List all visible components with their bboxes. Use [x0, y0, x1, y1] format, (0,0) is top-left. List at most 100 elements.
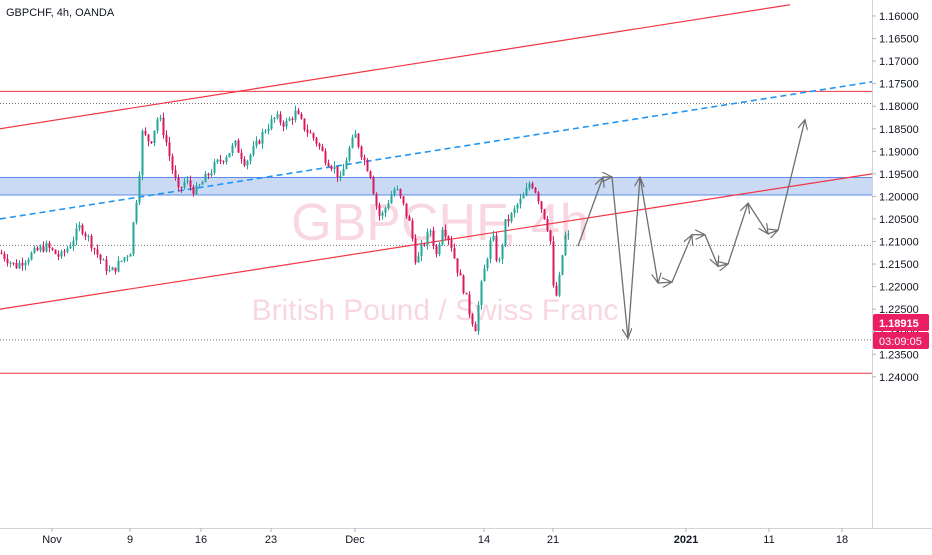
last-price-text: 1.18915: [879, 318, 919, 330]
candle-body: [177, 177, 180, 188]
candle-body: [294, 110, 297, 120]
candle-body: [219, 159, 222, 162]
trend-lower-channel: [0, 173, 873, 310]
time-tick-label: 23: [265, 534, 277, 546]
candle-body: [9, 262, 12, 264]
candle-body: [342, 168, 345, 176]
candle-body: [255, 140, 258, 147]
candle-body: [438, 244, 441, 255]
time-scale[interactable]: Nov 9 16 23 Dec 14 21 2021 11 18: [42, 528, 848, 546]
candle-body: [504, 218, 507, 246]
price-tick-label: 1.19500: [879, 169, 919, 181]
candle-body: [231, 145, 234, 153]
candle-body: [210, 172, 213, 176]
watermark: GBPCHF, 4h British Pound / Swiss Franc: [252, 194, 619, 327]
price-tick-label: 1.20500: [879, 214, 919, 226]
candle-body: [375, 193, 378, 206]
candle-body: [315, 138, 318, 144]
projection-arrow: [727, 203, 748, 265]
candle-body: [108, 270, 111, 272]
price-tick-label: 1.17500: [879, 79, 919, 91]
candle-body: [378, 205, 381, 216]
candle-body: [15, 262, 18, 269]
candles-layer: [0, 105, 570, 335]
candle-body: [396, 189, 399, 191]
candle-body: [126, 256, 129, 258]
candle-body: [456, 258, 459, 273]
candle-body: [129, 254, 132, 257]
candle-body: [42, 246, 45, 252]
candle-body: [63, 251, 66, 253]
time-tick-label: 16: [195, 534, 207, 546]
projection-layer: [577, 120, 805, 339]
candle-body: [303, 118, 306, 130]
last-price-label: 1.18915 03:09:05: [873, 314, 929, 349]
candle-body: [21, 262, 24, 266]
watermark-description: British Pound / Swiss Franc: [252, 294, 619, 327]
candle-body: [417, 256, 420, 263]
candle-body: [492, 235, 495, 241]
candle-body: [357, 133, 360, 147]
countdown-box: [873, 332, 929, 349]
candle-body: [273, 117, 276, 120]
candle-body: [528, 183, 531, 189]
time-tick-label: 14: [478, 534, 490, 546]
candle-body: [393, 189, 396, 196]
candle-body: [510, 213, 513, 222]
candle-body: [150, 141, 153, 144]
price-tick-label: 1.16500: [879, 34, 919, 46]
zones-layer: [0, 176, 872, 196]
candle-body: [405, 203, 408, 217]
candle-body: [483, 268, 486, 282]
candle-body: [498, 259, 501, 261]
candle-body: [39, 246, 42, 251]
candle-body: [444, 229, 447, 237]
candle-body: [252, 146, 255, 155]
candle-body: [306, 129, 309, 133]
candle-body: [450, 240, 453, 249]
price-tick-label: 1.21000: [879, 237, 919, 249]
candle-body: [462, 275, 465, 293]
candle-body: [420, 244, 423, 257]
candle-body: [399, 189, 402, 197]
candle-body: [426, 232, 429, 245]
candle-body: [519, 198, 522, 205]
price-tick-label: 1.22000: [879, 282, 919, 294]
candle-body: [414, 238, 417, 263]
candle-body: [12, 262, 15, 264]
candle-body: [567, 234, 570, 236]
candle-body: [516, 204, 519, 209]
projection-arrow: [777, 120, 805, 231]
candle-body: [297, 110, 300, 115]
candle-body: [468, 294, 471, 315]
candle-body: [33, 247, 36, 253]
candle-body: [480, 281, 483, 305]
candle-body: [138, 175, 141, 203]
time-tick-label: 9: [127, 534, 133, 546]
candle-body: [387, 203, 390, 209]
candle-body: [201, 182, 204, 185]
candle-body: [291, 118, 294, 120]
candle-body: [558, 274, 561, 296]
candle-body: [243, 159, 246, 166]
candle-body: [435, 245, 438, 255]
projection-arrow: [747, 202, 768, 234]
candle-body: [555, 285, 558, 296]
countdown-text: 03:09:05: [879, 336, 922, 348]
candle-body: [165, 135, 168, 143]
candle-body: [81, 225, 84, 234]
time-tick-label: Dec: [345, 534, 365, 546]
candle-body: [117, 260, 120, 272]
candle-body: [477, 304, 480, 332]
projection-arrow: [627, 177, 640, 339]
projection-arrow: [577, 177, 603, 247]
candle-body: [459, 272, 462, 276]
candle-body: [57, 254, 60, 257]
candle-body: [48, 242, 51, 248]
candle-body: [564, 235, 567, 256]
candle-body: [27, 259, 30, 263]
candle-body: [423, 244, 426, 246]
candle-body: [372, 177, 375, 194]
